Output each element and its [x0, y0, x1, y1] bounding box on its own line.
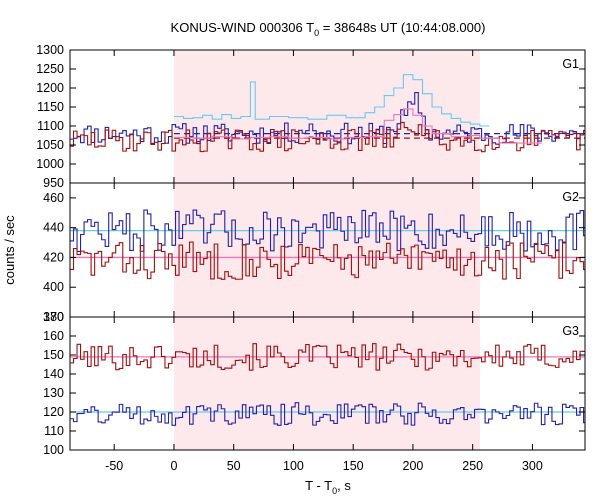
y-tick-label: 1000 [36, 157, 64, 171]
x-tick-label: 100 [283, 459, 304, 473]
y-tick-label: 380 [43, 310, 64, 324]
y-tick-label: 950 [43, 176, 64, 190]
y-tick-label: 1200 [36, 81, 64, 95]
panels-group: 9501000105011001150120012501300G13804004… [36, 43, 586, 473]
y-tick-label: 140 [43, 367, 64, 381]
panel-g2: 380 400 420 440 460 G2 [43, 182, 586, 324]
y-tick-label: 400 [43, 280, 64, 294]
plot-area [70, 74, 585, 153]
series-1-line [70, 343, 585, 371]
y-tick-label: 1100 [37, 119, 64, 133]
highlight-interval [173, 183, 480, 317]
y-tick-label: 110 [44, 424, 64, 438]
x-tick-label: 150 [343, 459, 364, 473]
y-axis-title: counts / sec [2, 215, 17, 285]
y-tick-label: 460 [43, 191, 64, 205]
series-3-line [70, 121, 585, 153]
y-tick-label: 1150 [37, 100, 64, 114]
panel-label: G1 [562, 57, 579, 71]
highlight-interval [173, 317, 480, 450]
x-tick-label: 200 [403, 459, 424, 473]
x-tick-label: -50 [105, 459, 123, 473]
y-tick-label: 130 [43, 386, 64, 400]
x-tick-label: 0 [170, 459, 177, 473]
y-tick-label: 120 [43, 405, 64, 419]
plot-area [70, 343, 585, 426]
series-2-line [173, 74, 490, 127]
panel-frame [69, 316, 586, 451]
series-2-line [70, 402, 585, 426]
chart-title: KONUS-WIND 000306 T0 = 38648s UT (10:44:… [171, 20, 486, 38]
y-tick-label: 100 [43, 443, 64, 457]
panel-g3: 100 110 120 130 140 150 160 170 G3 [43, 310, 586, 457]
y-tick-label: 1050 [36, 138, 64, 152]
plot-area [70, 209, 585, 280]
series-4-line [173, 108, 542, 144]
x-tick-labels: -50 0 50 100 150 200 250 300 [105, 459, 543, 473]
y-tick-label: 420 [43, 250, 64, 264]
y-tick-label: 440 [43, 221, 64, 235]
x-tick-label: 300 [522, 459, 543, 473]
panel-label: G3 [562, 324, 579, 338]
y-tick-label: 1300 [36, 43, 64, 57]
x-axis-title: T - T0, s [305, 478, 351, 496]
y-tick-label: 160 [43, 329, 64, 343]
x-tick-label: 50 [227, 459, 241, 473]
x-tick-label: 250 [462, 459, 483, 473]
y-tick-label: 1250 [36, 62, 64, 76]
series-2-line [70, 241, 585, 280]
series-1-line [70, 209, 585, 253]
panel-g1: 950 1000 1050 1100 1150 1200 1250 1300 G1 [36, 43, 586, 190]
y-tick-label: 150 [43, 348, 64, 362]
y-tick-label: 170 [43, 310, 64, 324]
panel-label: G2 [562, 190, 579, 204]
